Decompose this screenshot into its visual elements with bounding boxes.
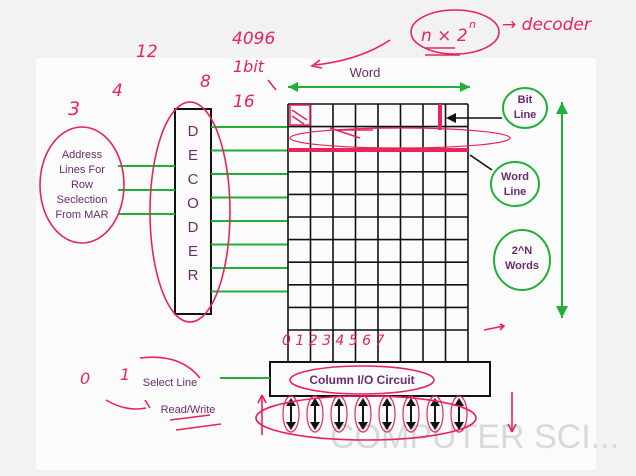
number-16: 16 xyxy=(233,92,255,112)
bit-line-circle xyxy=(502,87,548,129)
io-arrow-head-down xyxy=(382,422,392,430)
label-line: 2^N xyxy=(512,245,533,257)
io-arrow-circle xyxy=(306,395,324,433)
io-arrow-head-up xyxy=(430,398,440,406)
words-label: 2^N Words xyxy=(505,245,539,272)
words-circle xyxy=(493,229,551,291)
io-arrow-head-up xyxy=(406,398,416,406)
number-1: 1 xyxy=(120,365,130,384)
label-line: Word xyxy=(501,171,529,183)
decoder-letter: D xyxy=(188,123,199,140)
label-line: Line xyxy=(504,186,527,198)
bits-1: 1bit xyxy=(233,57,265,76)
formula-exponent: n xyxy=(469,18,476,31)
read-write-label: Read/Write xyxy=(161,404,216,416)
io-arrow-circle xyxy=(450,395,468,433)
label-line: Lines For xyxy=(59,164,105,176)
decoder-letter: E xyxy=(188,147,198,164)
io-arrow-head-down xyxy=(286,422,296,430)
decoder-letter: E xyxy=(188,243,198,260)
io-arrow-head-down xyxy=(358,422,368,430)
decoder-letter: R xyxy=(188,267,199,284)
label-line: Seclection xyxy=(57,194,108,206)
word-arrow xyxy=(288,82,470,92)
io-arrow-circle xyxy=(282,395,300,433)
io-arrow-head-down xyxy=(406,422,416,430)
io-arrow-head-up xyxy=(310,398,320,406)
address-lines-label: Address Lines For Row Seclection From MAR xyxy=(55,149,108,221)
count-4096: 4096 xyxy=(232,29,275,49)
label-line: Line xyxy=(514,109,537,121)
bit-line-label: Bit Line xyxy=(514,94,537,121)
label-line: Bit xyxy=(518,94,533,106)
decoder-letter: O xyxy=(187,195,199,212)
label-line: Words xyxy=(505,260,539,272)
io-arrow-head-down xyxy=(334,422,344,430)
decoder-letter: C xyxy=(188,171,199,188)
column-io-label: Column I/O Circuit xyxy=(309,373,414,387)
formula-base: n × 2 xyxy=(421,26,468,46)
io-arrow-head-up xyxy=(454,398,464,406)
io-data-arrows xyxy=(282,395,468,433)
decoder-letter: D xyxy=(188,219,199,236)
label-line: From MAR xyxy=(55,209,108,221)
column-numbers: 0 1 2 3 4 5 6 7 xyxy=(282,333,385,349)
number-12: 12 xyxy=(136,42,158,62)
io-arrow-head-down xyxy=(454,422,464,430)
word-line-circle xyxy=(490,161,540,207)
io-arrow-head-down xyxy=(310,422,320,430)
number-0: 0 xyxy=(80,369,90,388)
words-arrow xyxy=(556,102,568,318)
io-arrow-circle xyxy=(426,395,444,433)
number-3: 3 xyxy=(68,98,80,120)
word-line-label: Word Line xyxy=(501,171,529,198)
handwritten-annotations: n × 2 n → decoder 4096 1bit 12 4 8 16 3 … xyxy=(68,15,592,388)
label-line: Row xyxy=(71,179,93,191)
select-line-label: Select Line xyxy=(143,377,197,389)
highlight-marks xyxy=(288,104,511,152)
word-label: Word xyxy=(350,65,381,80)
address-input-lines xyxy=(118,165,175,215)
number-8: 8 xyxy=(200,72,211,92)
column-io-circle xyxy=(289,365,435,395)
decoder-word: → decoder xyxy=(502,15,592,35)
io-arrow-head-up xyxy=(358,398,368,406)
io-arrow-head-up xyxy=(382,398,392,406)
watermark: COMPUTER SCI... xyxy=(330,418,619,456)
decoder-box xyxy=(174,108,212,315)
handwritten-strokes xyxy=(39,9,517,441)
label-line: Address xyxy=(62,149,103,161)
io-arrow-head-down xyxy=(430,422,440,430)
number-4: 4 xyxy=(112,81,123,101)
io-arrow-head-up xyxy=(334,398,344,406)
io-arrow-circle xyxy=(402,395,420,433)
